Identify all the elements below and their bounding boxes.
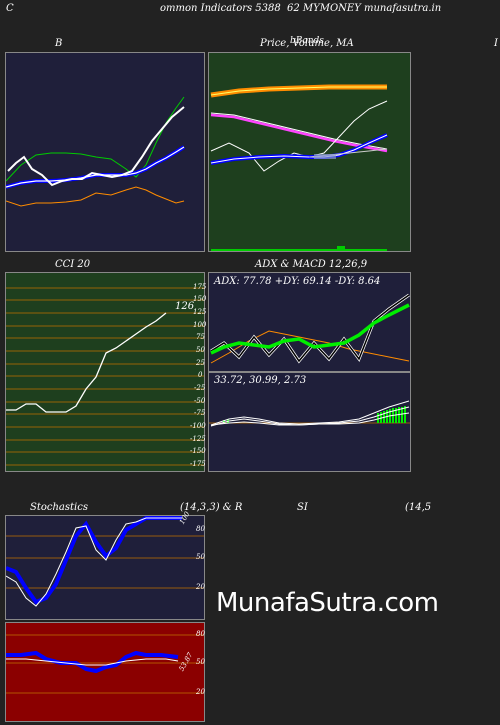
cci-tick: 25 (196, 359, 205, 367)
cci-tick: -125 (190, 435, 206, 443)
cci-tick: 175 (193, 283, 206, 291)
stoch-tick: 80 (196, 525, 205, 533)
munafasutra-watermark: MunafaSutra.com (216, 588, 439, 618)
stoch-title-left: Stochastics (30, 502, 88, 513)
price-chart (209, 53, 410, 251)
cci-tick: -150 (190, 447, 206, 455)
stoch-title-right: SI (297, 502, 308, 513)
rsi-panel (5, 622, 205, 722)
rsi-tick: 80 (196, 630, 205, 638)
cci-tick: 125 (193, 308, 206, 316)
adx-readout: ADX: 77.78 +DY: 69.14 -DY: 8.64 (214, 276, 380, 287)
stoch-tick: 20 (196, 583, 205, 591)
rsi-tick: 20 (196, 688, 205, 696)
stoch-tick: 50 (196, 553, 205, 561)
stochastics-chart (6, 516, 204, 619)
cci-tick: -50 (194, 397, 205, 405)
macd-readout: 33.72, 30.99, 2.73 (214, 375, 306, 386)
cci-panel-title: CCI 20 (55, 259, 90, 270)
stoch-title-far: (14,5 (405, 502, 431, 513)
bollinger-chart (6, 53, 204, 251)
cci-tick: -25 (194, 384, 205, 392)
stoch-title-mid: (14,3,3) & R (180, 502, 242, 513)
adx-panel (208, 272, 411, 372)
cci-tick: 0 (198, 371, 202, 379)
adx-panel-title: ADX & MACD 12,26,9 (255, 259, 367, 270)
header-center: ommon Indicators 5388 (160, 3, 281, 14)
cci-tick: -175 (190, 460, 206, 468)
cci-tick: 100 (193, 321, 206, 329)
cci-tick: 75 (196, 333, 205, 341)
bb-panel-title: B (55, 38, 62, 49)
bollinger-panel (5, 52, 205, 252)
cci-tick: 50 (196, 346, 205, 354)
cci-tick: -75 (194, 409, 205, 417)
adx-chart (209, 273, 410, 371)
rsi-tick: 50 (196, 658, 205, 666)
cci-tick: -100 (190, 422, 206, 430)
right-edge-letter: I (494, 38, 498, 49)
price-panel (208, 52, 411, 252)
cci-tick: 150 (193, 295, 206, 303)
cci-value-label: 126 (175, 301, 194, 312)
macd-chart (209, 373, 410, 471)
stochastics-panel (5, 515, 205, 620)
macd-panel (208, 372, 411, 472)
header-right: 62 MYMONEY munafasutra.in (287, 3, 441, 14)
header-left: C (6, 3, 14, 14)
price-panel-overlay: bBands (290, 36, 324, 46)
rsi-chart (6, 623, 204, 721)
